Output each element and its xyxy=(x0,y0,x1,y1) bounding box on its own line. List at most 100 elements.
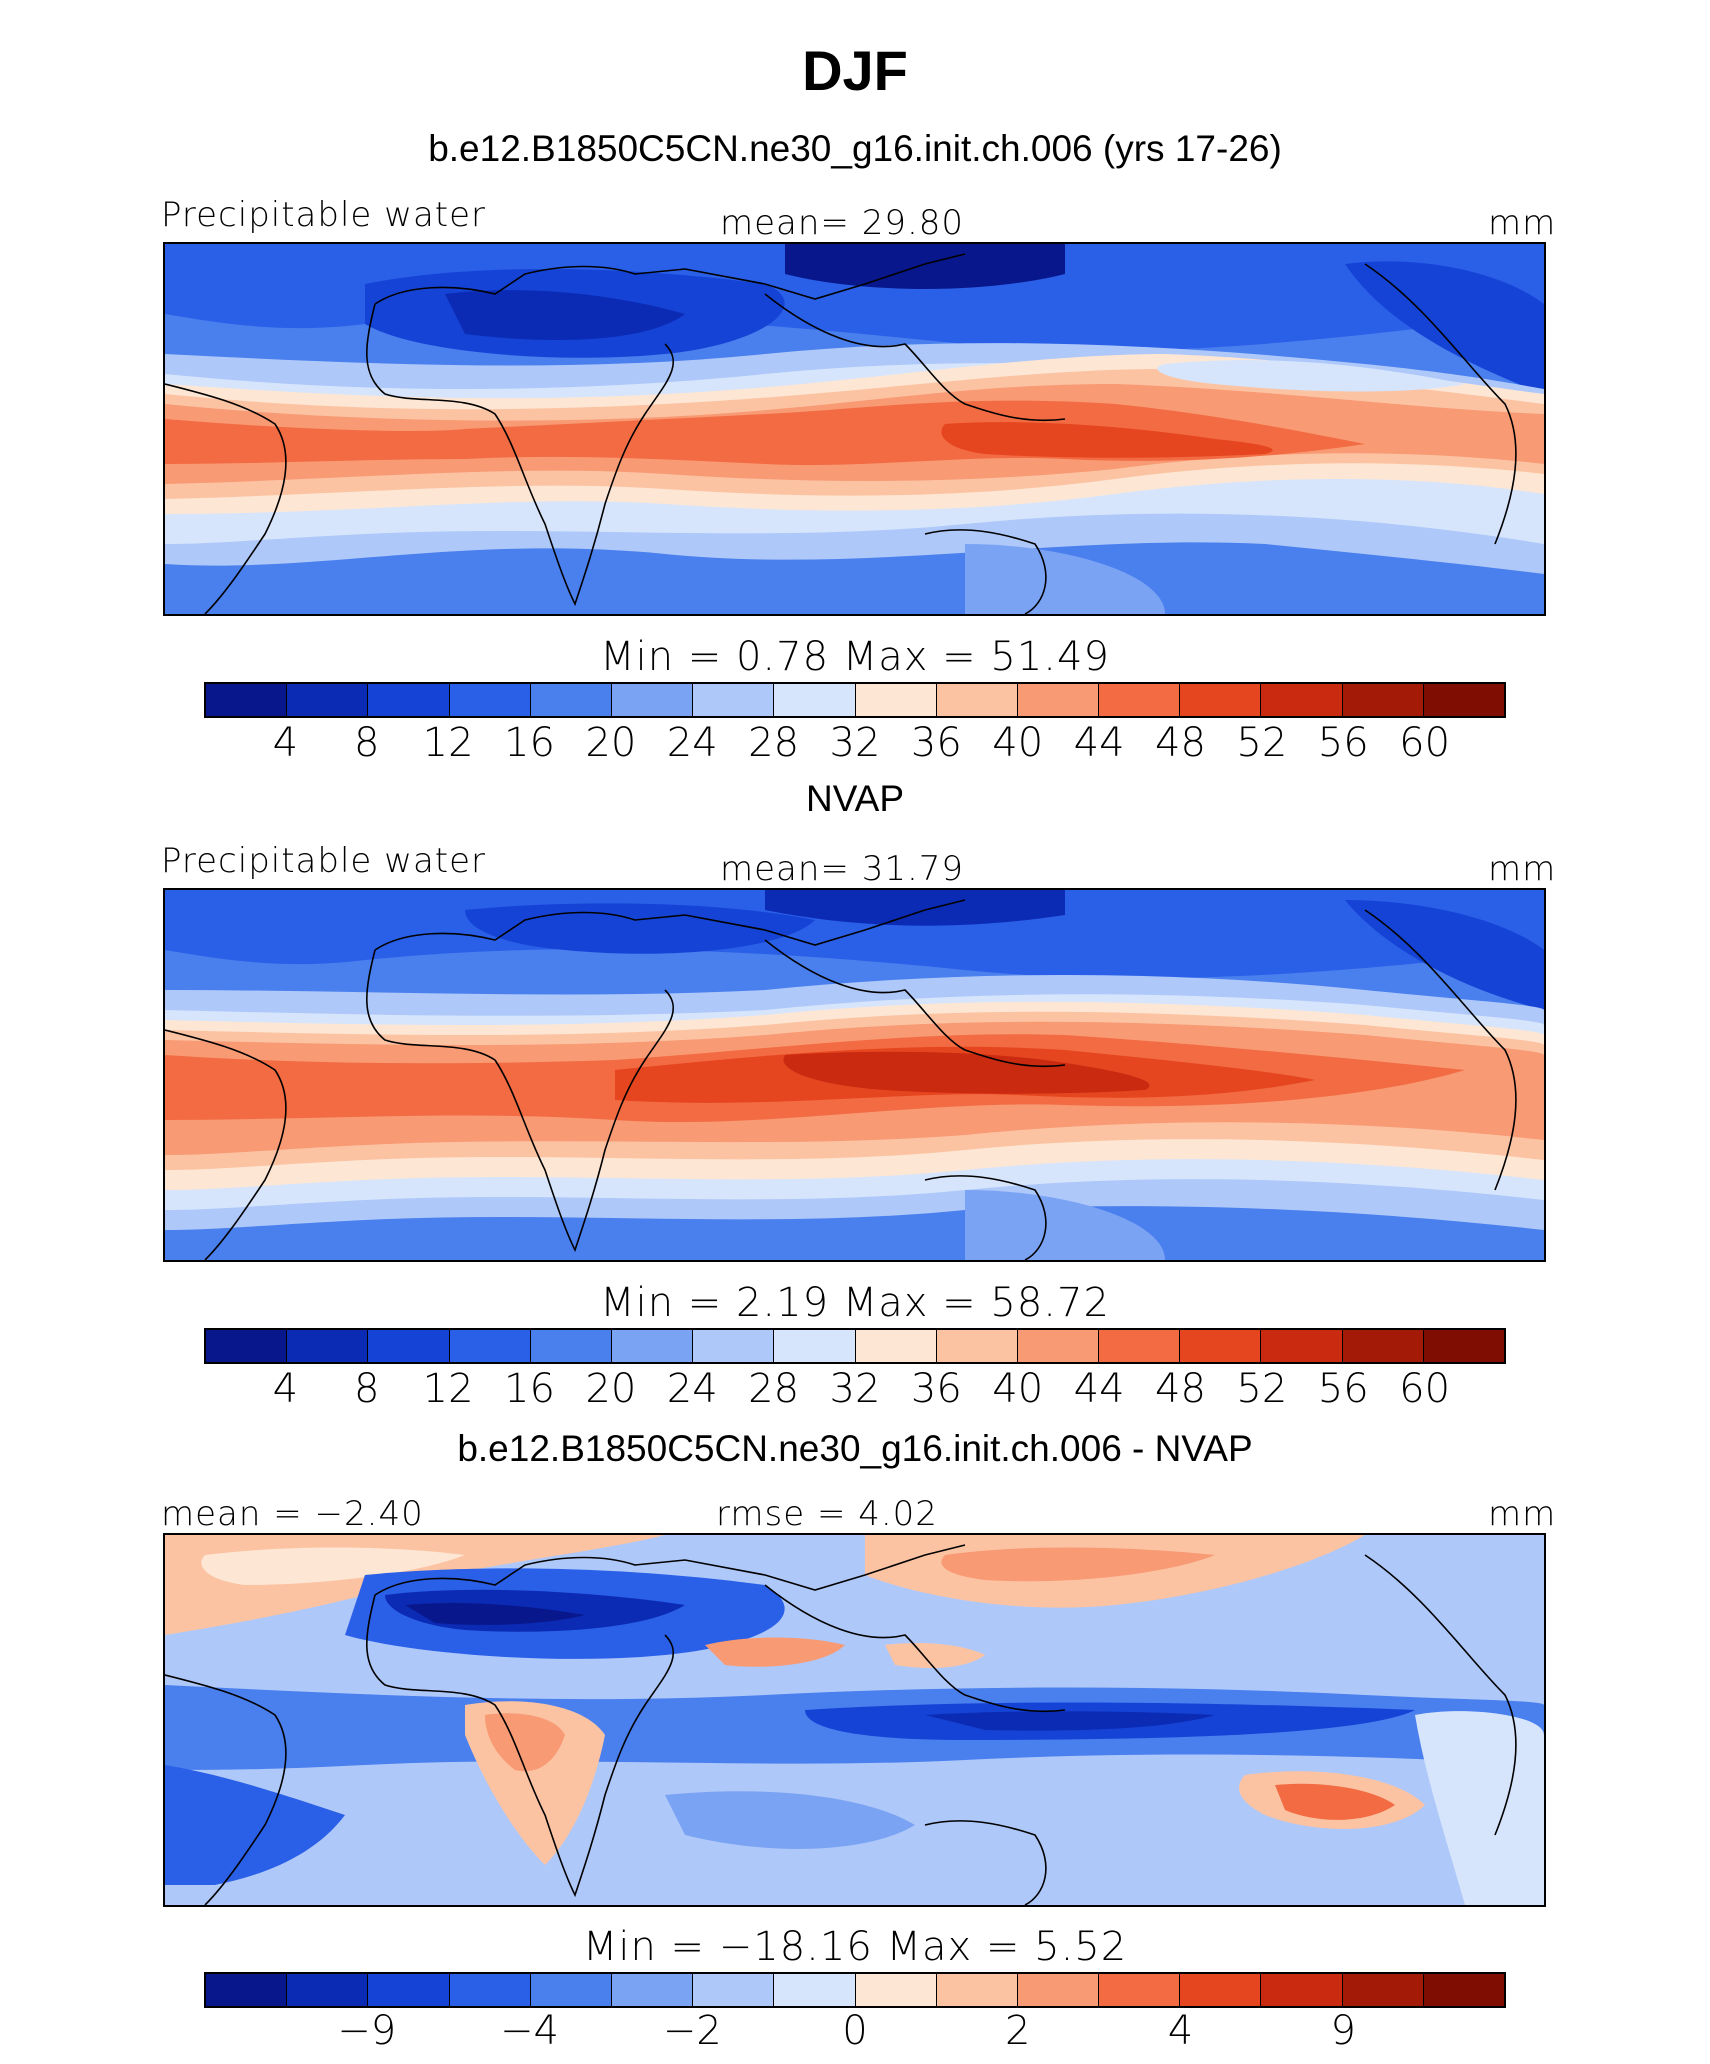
colorbar-1-box-4 xyxy=(530,684,612,716)
colorbar-2-box-8 xyxy=(855,1330,937,1362)
colorbar-3-box-15 xyxy=(1423,1974,1504,2006)
tick-label: 36 xyxy=(910,1366,962,1412)
panel-1-colorbar-ticks: 4 8 12 16 20 24 28 32 36 40 44 48 52 56 60 xyxy=(204,720,1506,770)
panel-3-title: b.e12.B1850C5CN.ne30_g16.init.ch.006 - N… xyxy=(457,1428,1253,1469)
panel-1-colorbar xyxy=(204,682,1506,718)
panel-3-rmse-label: rmse = 4.02 xyxy=(716,1494,938,1534)
colorbar-2-box-9 xyxy=(936,1330,1018,1362)
tick-label: 24 xyxy=(666,1366,718,1412)
tick-label: 60 xyxy=(1399,1366,1451,1412)
panel-2-title: NVAP xyxy=(805,778,904,819)
colorbar-3-box-6 xyxy=(693,1974,775,2006)
colorbar-3-box-13 xyxy=(1261,1974,1343,2006)
tick-label: −4 xyxy=(500,2008,559,2054)
figure-title: DJF xyxy=(802,39,908,102)
tick-label: 20 xyxy=(585,1366,637,1412)
colorbar-1-box-12 xyxy=(1180,684,1262,716)
colorbar-3-box-8 xyxy=(855,1974,937,2006)
colorbar-3-box-0 xyxy=(206,1974,288,2006)
tick-label: 12 xyxy=(422,720,474,766)
colorbar-2-box-2 xyxy=(368,1330,450,1362)
colorbar-3-box-10 xyxy=(1017,1974,1100,2006)
tick-label: 60 xyxy=(1399,720,1451,766)
colorbar-1-box-7 xyxy=(774,684,856,716)
colorbar-3-box-3 xyxy=(449,1974,531,2006)
colorbar-3-box-14 xyxy=(1342,1974,1424,2006)
colorbar-3-box-9 xyxy=(936,1974,1018,2006)
colorbar-1-box-15 xyxy=(1423,684,1504,716)
colorbar-1-box-3 xyxy=(449,684,531,716)
colorbar-1-box-0 xyxy=(206,684,288,716)
colorbar-3-box-12 xyxy=(1180,1974,1262,2006)
colorbar-1-box-14 xyxy=(1342,684,1424,716)
tick-label: 32 xyxy=(829,720,881,766)
tick-label: 44 xyxy=(1073,720,1125,766)
panel-3-colorbar xyxy=(204,1972,1506,2008)
colorbar-1-box-10 xyxy=(1017,684,1100,716)
colorbar-3-box-4 xyxy=(530,1974,612,2006)
panel-2-variable-label: Precipitable water xyxy=(161,841,487,881)
tick-label: 16 xyxy=(504,1366,555,1412)
tick-label: 32 xyxy=(829,1366,881,1412)
panel-3-mean-label: mean = −2.40 xyxy=(161,1494,424,1534)
tick-label: 28 xyxy=(748,1366,800,1412)
panel-3-coastlines xyxy=(165,1544,1517,1905)
panel-2-colorbar-ticks: 4 8 12 16 20 24 28 32 36 40 44 48 52 56 60 xyxy=(204,1366,1506,1416)
colorbar-2-box-0 xyxy=(206,1330,288,1362)
colorbar-1-box-1 xyxy=(287,684,369,716)
panel-1-contours xyxy=(165,244,1544,614)
panel-2-contours xyxy=(165,890,1544,1260)
tick-label: 56 xyxy=(1317,720,1369,766)
colorbar-2-box-7 xyxy=(774,1330,856,1362)
tick-label: 56 xyxy=(1317,1366,1369,1412)
colorbar-2-box-10 xyxy=(1017,1330,1100,1362)
colorbar-2-box-1 xyxy=(287,1330,369,1362)
colorbar-2-box-5 xyxy=(611,1330,694,1362)
tick-label: −9 xyxy=(337,2008,397,2054)
colorbar-1-box-2 xyxy=(368,684,450,716)
panel-1-coastlines xyxy=(165,253,1517,614)
colorbar-3-box-5 xyxy=(611,1974,694,2006)
panel-1-minmax: Min = 0.78 Max = 51.49 xyxy=(600,634,1110,680)
panel-2-units: mm xyxy=(1488,849,1557,889)
tick-label: 4 xyxy=(272,720,299,766)
colorbar-2-box-6 xyxy=(693,1330,775,1362)
tick-label: 40 xyxy=(992,1366,1044,1412)
tick-label: 40 xyxy=(992,720,1044,766)
panel-3-colorbar-ticks: −9 −4 −2 0 2 4 9 xyxy=(204,2008,1506,2058)
tick-label: 9 xyxy=(1330,2008,1356,2054)
tick-label: 4 xyxy=(272,1366,299,1412)
tick-label: 44 xyxy=(1073,1366,1125,1412)
panel-1-units: mm xyxy=(1488,203,1557,243)
panel-1-variable-label: Precipitable water xyxy=(161,195,487,235)
colorbar-2-box-4 xyxy=(530,1330,612,1362)
colorbar-1-box-8 xyxy=(855,684,937,716)
panel-2-colorbar xyxy=(204,1328,1506,1364)
tick-label: 16 xyxy=(504,720,555,766)
panel-2-map xyxy=(163,888,1546,1262)
panel-1-title: b.e12.B1850C5CN.ne30_g16.init.ch.006 (yr… xyxy=(428,128,1282,169)
colorbar-2-box-3 xyxy=(449,1330,531,1362)
panel-1-map xyxy=(163,242,1546,616)
colorbar-1-box-9 xyxy=(936,684,1018,716)
panel-2-coastlines xyxy=(165,899,1517,1260)
panel-3-contours xyxy=(165,1535,1544,1905)
colorbar-3-box-2 xyxy=(368,1974,450,2006)
colorbar-1-box-13 xyxy=(1261,684,1343,716)
colorbar-3-box-1 xyxy=(287,1974,369,2006)
colorbar-1-box-11 xyxy=(1099,684,1181,716)
tick-label: 4 xyxy=(1167,2008,1194,2054)
tick-label: 8 xyxy=(354,720,380,766)
panel-2-mean-label: mean= 31.79 xyxy=(720,849,965,889)
colorbar-1-box-6 xyxy=(693,684,775,716)
colorbar-2-box-13 xyxy=(1261,1330,1343,1362)
tick-label: 48 xyxy=(1155,720,1206,766)
panel-3-units: mm xyxy=(1488,1494,1557,1534)
tick-label: 36 xyxy=(910,720,962,766)
panel-1-mean-label: mean= 29.80 xyxy=(720,203,965,243)
tick-label: 0 xyxy=(842,2008,868,2054)
panel-2-minmax: Min = 2.19 Max = 58.72 xyxy=(600,1280,1110,1326)
colorbar-2-box-12 xyxy=(1180,1330,1262,1362)
tick-label: 28 xyxy=(748,720,800,766)
colorbar-2-box-11 xyxy=(1099,1330,1181,1362)
